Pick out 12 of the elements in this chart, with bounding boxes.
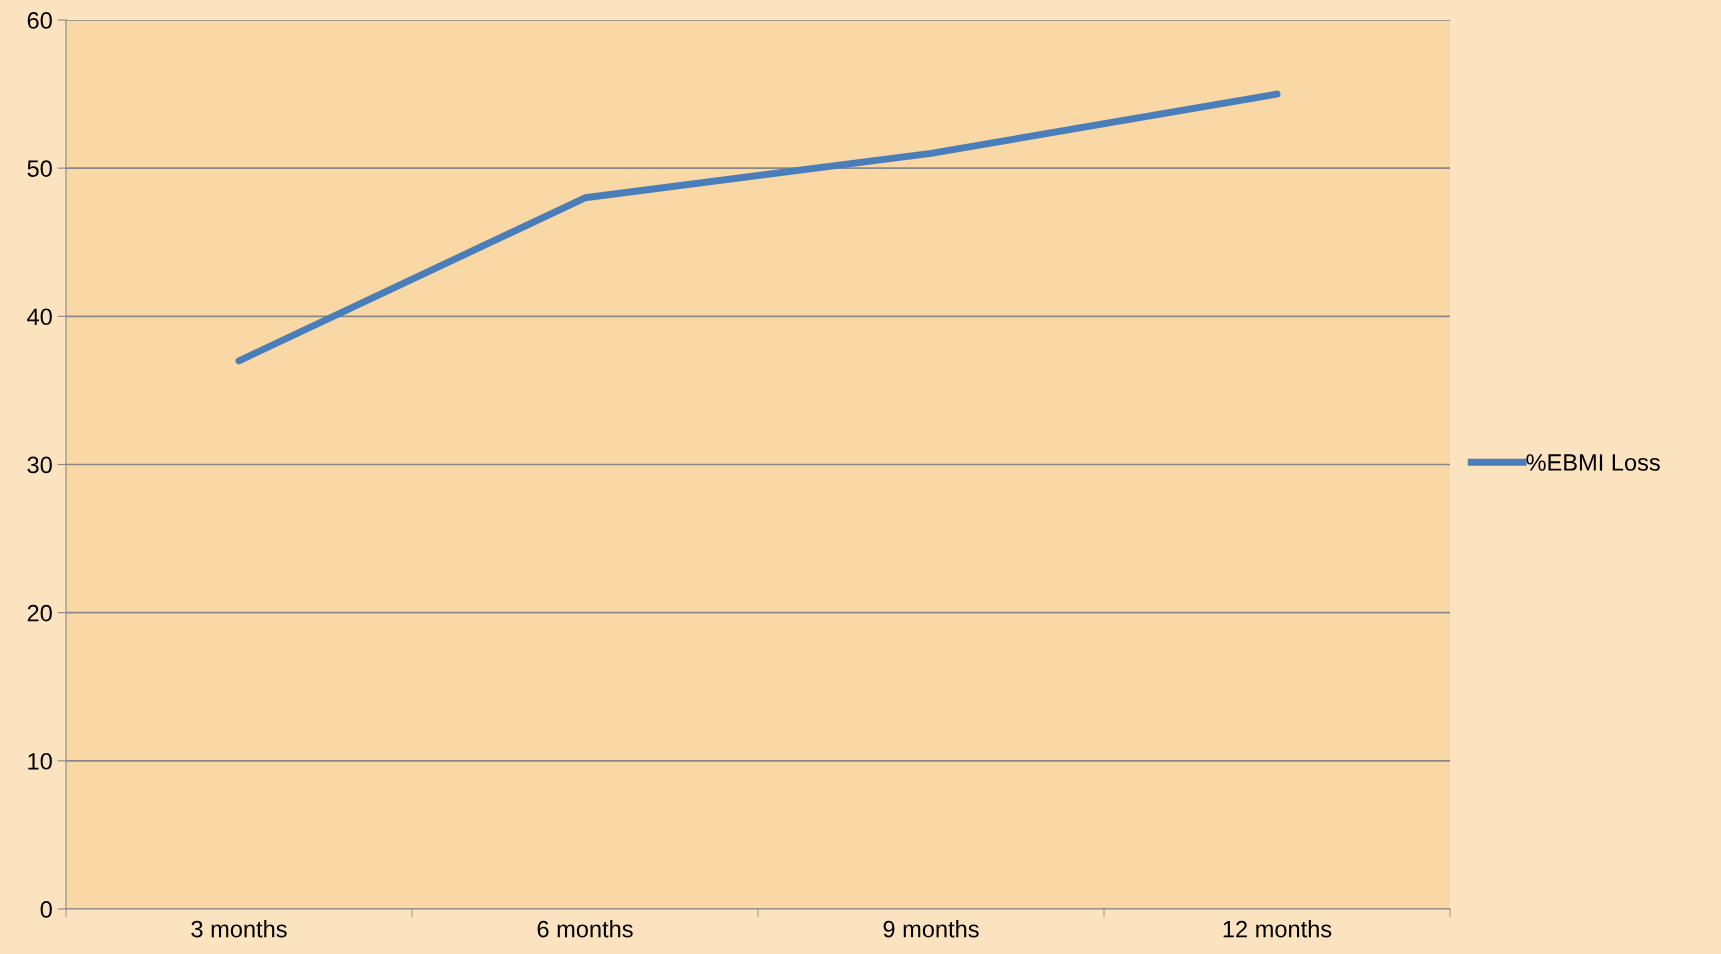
x-tick-label: 12 months xyxy=(1223,920,1332,938)
y-tick-label: 60 xyxy=(27,12,52,29)
y-tick-label: 40 xyxy=(27,308,52,326)
y-tick-label: 50 xyxy=(27,160,52,177)
x-tick-label: 6 months xyxy=(537,920,633,938)
y-tick-label: 0 xyxy=(40,901,52,918)
y-tick-label: 30 xyxy=(27,456,52,474)
x-tick-label: 3 months xyxy=(191,920,287,938)
y-tick-label: 10 xyxy=(28,752,52,770)
x-tick-label: 9 months xyxy=(883,920,979,938)
y-tick-label: 20 xyxy=(27,604,52,622)
legend-label: %EBMI Loss xyxy=(1526,454,1660,471)
